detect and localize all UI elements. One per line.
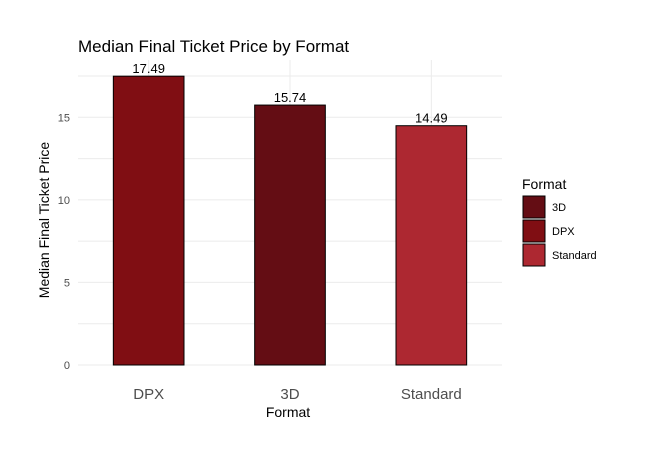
value-label-dpx: 17.49 xyxy=(132,61,165,76)
bar-3d xyxy=(254,104,326,366)
legend-label-standard: Standard xyxy=(552,250,597,262)
legend: Format 3D DPX Standard xyxy=(522,176,597,267)
x-axis-title: Format xyxy=(266,404,310,420)
y-tick-label: 10 xyxy=(58,195,70,207)
value-labels: 17.49 15.74 14.49 xyxy=(132,61,447,126)
x-tick-label-3d: 3D xyxy=(280,386,299,403)
legend-title: Format xyxy=(522,176,566,192)
y-tick-label: 15 xyxy=(58,112,70,124)
legend-key-3d xyxy=(522,195,546,219)
x-tick-label-dpx: DPX xyxy=(133,386,164,403)
value-label-standard: 14.49 xyxy=(415,111,448,126)
y-tick-label: 0 xyxy=(64,360,70,372)
chart-title: Median Final Ticket Price by Format xyxy=(78,37,349,56)
x-axis-ticks: DPX 3D Standard xyxy=(133,386,462,403)
bar-standard xyxy=(395,125,468,366)
y-tick-label: 5 xyxy=(64,277,70,289)
legend-label-dpx: DPX xyxy=(552,226,575,238)
bar-dpx xyxy=(112,75,185,366)
legend-key-dpx xyxy=(522,219,546,243)
y-axis-title: Median Final Ticket Price xyxy=(36,142,52,299)
bars xyxy=(112,75,468,366)
legend-key-standard xyxy=(522,243,546,267)
y-axis-ticks: 0 5 10 15 xyxy=(58,112,70,372)
legend-label-3d: 3D xyxy=(552,202,566,214)
x-tick-label-standard: Standard xyxy=(401,386,462,403)
value-label-3d: 15.74 xyxy=(274,90,307,105)
